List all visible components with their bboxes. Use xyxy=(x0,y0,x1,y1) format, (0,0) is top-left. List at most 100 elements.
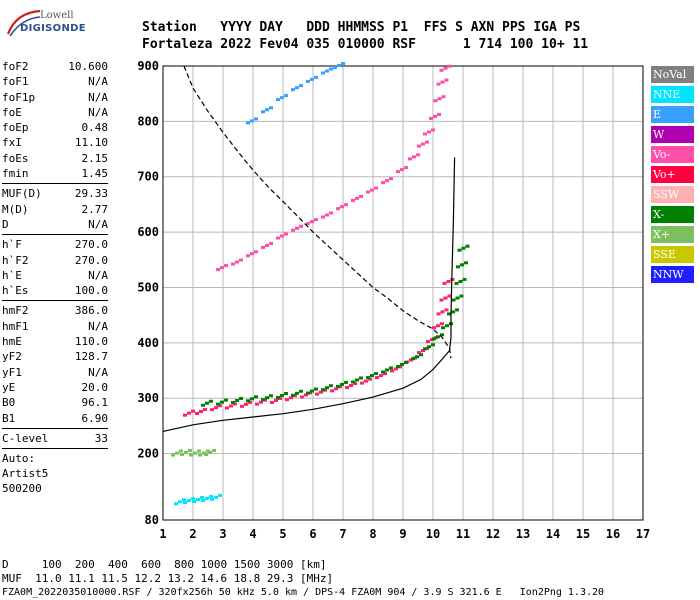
echo-point xyxy=(319,390,323,394)
param-name: fmin xyxy=(2,167,29,181)
param-name: C-level xyxy=(2,431,49,445)
echo-point xyxy=(224,398,228,402)
echo-point xyxy=(276,395,280,399)
echo-point xyxy=(416,153,420,157)
legend-item: Vo+ xyxy=(651,166,694,183)
echo-point xyxy=(404,360,408,364)
echo-point xyxy=(276,98,280,102)
echo-point xyxy=(340,382,344,386)
param-row: hmF2 386.0 xyxy=(2,304,108,319)
x-tick-label: 16 xyxy=(606,527,620,541)
echo-point xyxy=(440,322,444,326)
echo-point xyxy=(315,392,319,396)
param-value: 2.15 xyxy=(81,151,109,165)
param-name: foEp xyxy=(2,121,29,135)
logo-line1: Lowell xyxy=(40,10,74,21)
echo-point xyxy=(218,404,222,408)
legend-item: NNW xyxy=(651,266,694,283)
echo-point xyxy=(440,333,444,337)
echo-point xyxy=(364,379,368,383)
echo-point xyxy=(383,372,387,376)
param-name: foE xyxy=(2,105,22,119)
echo-point xyxy=(460,263,464,267)
echo-point xyxy=(443,296,448,300)
param-row: B0 96.1 xyxy=(2,396,108,411)
echo-point xyxy=(239,258,243,262)
echo-point xyxy=(310,77,314,81)
ionogram-chart: 1 2 3 4 5 6 7 8 9 10 11 12 13 14 15 16 17802003004005006… xyxy=(137,59,650,541)
echo-point xyxy=(465,244,470,248)
echo-point xyxy=(412,155,416,159)
y-tick-label: 200 xyxy=(137,447,159,461)
y-tick-label: 300 xyxy=(137,391,159,405)
param-name: foEs xyxy=(2,151,29,165)
echo-point xyxy=(203,408,207,412)
echo-point xyxy=(423,347,427,351)
legend-item: SSE xyxy=(651,246,694,263)
echo-point xyxy=(330,389,334,393)
auto-method: Artist5 xyxy=(2,467,49,481)
echo-point xyxy=(336,207,340,211)
echo-point xyxy=(349,384,353,388)
echo-point xyxy=(233,402,237,406)
echo-point xyxy=(204,453,208,457)
echo-point xyxy=(269,241,273,245)
echo-point xyxy=(396,364,400,368)
param-row: foEs 2.15 xyxy=(2,152,108,167)
param-value: 1.45 xyxy=(81,167,109,181)
echo-point xyxy=(261,110,265,114)
echo-point xyxy=(464,261,468,265)
echo-point xyxy=(351,380,355,384)
echo-point xyxy=(329,384,333,388)
echo-point xyxy=(336,384,340,388)
echo-point xyxy=(429,116,433,120)
echo-point xyxy=(440,310,445,314)
echo-point xyxy=(455,296,460,300)
echo-point xyxy=(427,130,431,134)
echo-point xyxy=(370,374,374,378)
echo-point xyxy=(208,451,212,455)
echo-point xyxy=(274,398,278,402)
param-name: foF1 xyxy=(2,75,29,89)
param-row: fmin 1.45 xyxy=(2,167,108,182)
echo-point xyxy=(285,398,289,402)
echo-point xyxy=(374,372,378,376)
echo-point xyxy=(439,68,444,72)
echo-point xyxy=(461,246,466,250)
param-value: N/A xyxy=(88,75,108,89)
echo-point xyxy=(174,502,178,506)
echo-point xyxy=(180,453,184,457)
echo-point xyxy=(284,94,288,98)
echo-point xyxy=(191,497,195,501)
echo-point xyxy=(246,254,250,258)
digisonde-logo: Lowell DIGISONDE xyxy=(6,6,86,44)
echo-point xyxy=(436,82,441,86)
param-value: 96.1 xyxy=(81,396,109,410)
param-value: 10.600 xyxy=(68,60,108,73)
header-values: Fortaleza 2022 Fev04 035 010000 RSF 1 71… xyxy=(142,37,589,52)
echo-point xyxy=(216,402,220,406)
echo-point xyxy=(246,121,250,125)
echo-point xyxy=(189,453,193,457)
echo-point xyxy=(291,393,295,397)
echo-point xyxy=(366,190,370,194)
echo-point xyxy=(235,260,239,264)
echo-point xyxy=(225,406,229,410)
echo-point xyxy=(284,391,288,395)
param-name: yF1 xyxy=(2,365,22,379)
echo-point xyxy=(178,500,182,504)
y-tick-label: 900 xyxy=(137,59,159,73)
echo-point xyxy=(191,409,195,413)
echo-point xyxy=(396,170,400,174)
legend-item: NoVal xyxy=(651,66,694,83)
echo-point xyxy=(334,387,338,391)
echo-point xyxy=(389,366,393,370)
echo-point xyxy=(183,501,187,505)
param-row: D N/A xyxy=(2,218,108,233)
echo-point xyxy=(351,198,355,202)
echo-point xyxy=(433,99,438,103)
param-row: hmE 110.0 xyxy=(2,335,108,350)
echo-point xyxy=(310,220,314,224)
x-tick-label: 17 xyxy=(636,527,650,541)
param-name: B1 xyxy=(2,411,16,425)
